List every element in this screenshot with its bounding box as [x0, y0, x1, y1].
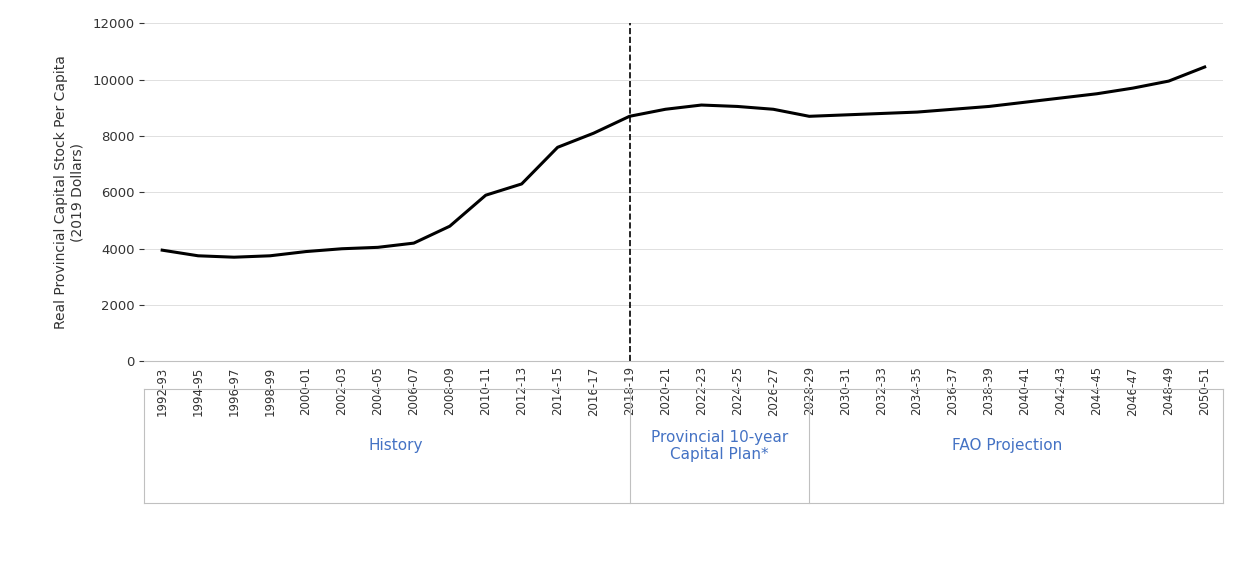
Text: FAO Projection: FAO Projection	[952, 438, 1062, 454]
Text: Provincial 10-year
Capital Plan*: Provincial 10-year Capital Plan*	[651, 430, 788, 462]
Y-axis label: Real Provincial Capital Stock Per Capita
(2019 Dollars): Real Provincial Capital Stock Per Capita…	[54, 55, 84, 329]
Text: History: History	[369, 438, 423, 454]
